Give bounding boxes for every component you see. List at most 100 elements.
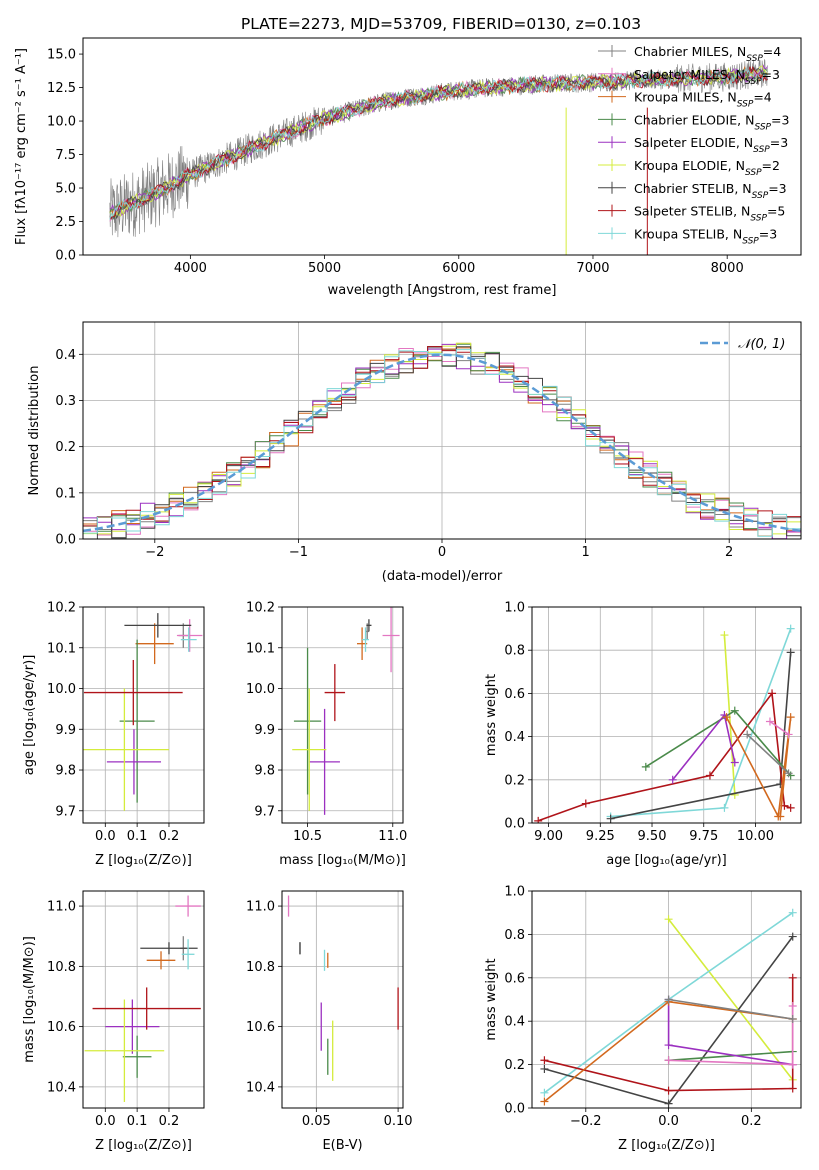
y-axis-label: Normed distribution <box>27 366 42 496</box>
x-tick-label: 0.05 <box>302 1114 331 1129</box>
plus-marker <box>664 1056 673 1065</box>
y-tick-label: 0.6 <box>504 971 525 986</box>
series-chabrier-miles <box>664 995 797 1024</box>
normal-curve <box>83 353 801 533</box>
y-axis-label: mass weight <box>484 674 499 756</box>
legend-label: Chabrier STELIB, NSSP=3 <box>634 181 787 201</box>
x-tick-label: 5000 <box>308 261 341 276</box>
figure-title: PLATE=2273, MJD=53709, FIBERID=0130, z=0… <box>241 15 641 33</box>
plus-marker <box>581 799 590 808</box>
y-tick-label: 9.7 <box>55 804 76 819</box>
y-tick-label: 10.1 <box>47 641 76 656</box>
plus-marker <box>534 816 543 823</box>
axes-frame <box>531 606 802 824</box>
series-chabrier-stelib <box>540 932 797 1108</box>
plus-marker <box>786 648 795 657</box>
plot-area <box>83 322 801 539</box>
plot-area <box>282 607 403 823</box>
series-line <box>537 691 791 822</box>
x-axis-label: Z [log₁₀(Z/Z⊙)] <box>618 1138 715 1153</box>
x-tick-label: 0.2 <box>741 1114 762 1129</box>
plot-area <box>83 891 204 1108</box>
errorbar-salpeter-stelib <box>83 659 183 726</box>
x-axis-label: mass [log₁₀(M/M⊙)] <box>279 853 406 868</box>
legend-entry-chabrier-miles: Chabrier MILES, NSSP=4 <box>598 44 781 64</box>
errorbar-kroupa-elodie <box>83 688 169 811</box>
y-tick-label: 1.0 <box>504 601 525 616</box>
x-axis-label: Z [log₁₀(Z/Z⊙)] <box>95 853 192 868</box>
legend-label: Salpeter MILES, NSSP=3 <box>634 67 780 87</box>
y-tick-label: 10.0 <box>246 682 275 697</box>
legend-entry-chabrier-stelib: Chabrier STELIB, NSSP=3 <box>598 181 787 201</box>
plus-marker <box>788 908 797 917</box>
histogram-chabrier-stelib <box>83 346 801 539</box>
legend-label: Kroupa MILES, NSSP=4 <box>634 90 772 110</box>
y-tick-label: 10.2 <box>246 601 275 616</box>
x-axis-label: (data-model)/error <box>382 569 503 584</box>
y-tick-label: 9.9 <box>55 723 76 738</box>
plus-marker <box>664 1086 673 1095</box>
series-line <box>668 998 793 1020</box>
errorbar-kroupa-miles <box>146 951 176 970</box>
plus-marker <box>705 771 714 780</box>
y-tick-label: 10.4 <box>246 1080 275 1095</box>
y-tick-label: 10.8 <box>47 960 76 975</box>
plus-marker <box>786 803 795 812</box>
plus-marker <box>720 803 729 812</box>
plus-marker <box>784 769 793 778</box>
model-line-salpeter-stelib <box>109 65 768 220</box>
x-tick-label: 0.2 <box>159 829 180 844</box>
y-tick-label: 0.6 <box>504 687 525 702</box>
histogram-kroupa-stelib <box>83 349 801 537</box>
y-tick-label: 5.0 <box>55 182 76 197</box>
x-tick-label: 0.1 <box>127 1114 148 1129</box>
y-axis-label: mass weight <box>484 958 499 1040</box>
axes-frame <box>281 890 404 1109</box>
x-tick-label: 9.00 <box>534 829 563 844</box>
x-tick-label: 10.5 <box>293 829 322 844</box>
y-tick-label: 7.5 <box>55 148 76 163</box>
errorbar-chabrier-elodie <box>122 1035 152 1078</box>
plot-area <box>83 607 204 823</box>
x-axis-label: Z [log₁₀(Z/Z⊙)] <box>95 1138 192 1153</box>
x-tick-label: −0.2 <box>570 1114 602 1129</box>
x-tick-label: 9.25 <box>586 829 615 844</box>
errorbar-chabrier-stelib <box>140 942 198 955</box>
y-tick-label: 0.8 <box>504 928 525 943</box>
panel-4: 9.00 9.25 9.50 9.75 10.00 0.0 0.2 0.4 0.6 0.8 1.0 a… <box>484 601 802 868</box>
axes-frame <box>82 37 802 256</box>
series-line <box>610 652 792 820</box>
plus-marker <box>788 932 797 941</box>
series-chabrier-miles <box>743 730 793 778</box>
legend-entry-salpeter-miles: Salpeter MILES, NSSP=3 <box>598 67 780 87</box>
legend-label: Salpeter STELIB, NSSP=5 <box>634 204 785 224</box>
y-tick-label: 0.2 <box>55 440 76 455</box>
errorbar-kroupa-stelib <box>180 627 197 652</box>
series-salpeter-miles <box>765 717 793 739</box>
y-tick-label: 9.7 <box>254 804 275 819</box>
series-salpeter-elodie <box>664 995 797 1069</box>
errorbar-kroupa-stelib <box>181 939 195 970</box>
x-tick-label: 0.0 <box>95 1114 116 1129</box>
plot-area <box>282 891 403 1108</box>
plus-marker <box>776 812 785 821</box>
errorbar-salpeter-elodie <box>106 729 162 795</box>
x-tick-label: −1 <box>289 545 308 560</box>
y-tick-label: 10.2 <box>47 601 76 616</box>
series-line <box>725 716 792 820</box>
y-axis-label: age [log₁₀(age/yr)] <box>22 655 37 776</box>
x-tick-label: 0 <box>438 545 446 560</box>
model-line-kroupa-elodie <box>109 65 768 219</box>
model-line-kroupa-stelib <box>109 67 768 220</box>
x-tick-label: 7000 <box>576 261 609 276</box>
errorbar-chabrier-stelib <box>124 613 192 638</box>
y-tick-label: 0.3 <box>55 394 76 409</box>
y-tick-label: 0.2 <box>504 773 525 788</box>
legend-entry-kroupa-stelib: Kroupa STELIB, NSSP=3 <box>598 226 777 246</box>
plus-marker <box>768 689 777 698</box>
panel-7: −0.2 0.0 0.2 0.0 0.2 0.4 0.6 0.8 1.0 Z [log₁₀(Z/Z… <box>484 885 802 1153</box>
x-tick-label: 8000 <box>711 261 744 276</box>
x-tick-label: 0.0 <box>95 829 116 844</box>
legend-label: Chabrier ELODIE, NSSP=3 <box>634 112 789 132</box>
series-kroupa-miles <box>722 713 795 821</box>
